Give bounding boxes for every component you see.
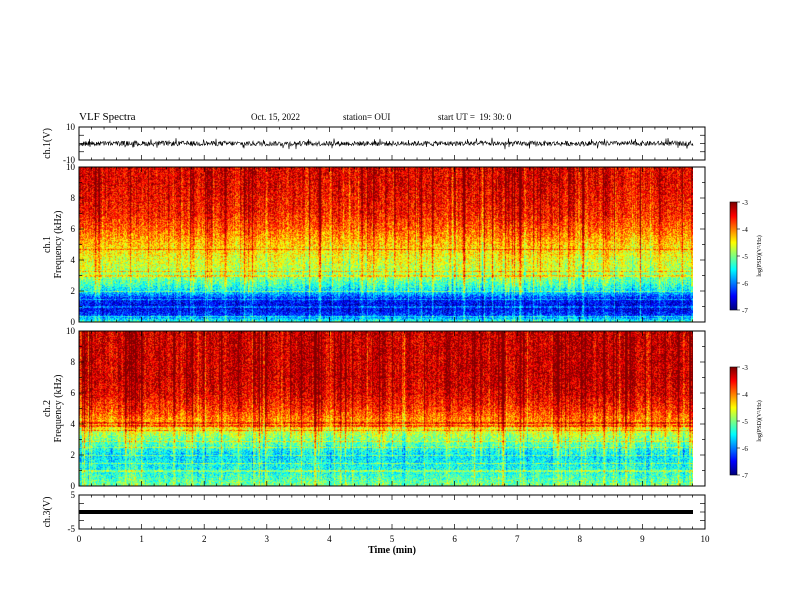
ch1-spectrogram-ytick-label: 8 xyxy=(71,193,76,203)
ch3-waveform-ylabel: ch.3(V) xyxy=(42,497,53,528)
x-tick-label: 10 xyxy=(701,534,711,544)
x-tick-label: 2 xyxy=(202,534,207,544)
date-label: Oct. 15, 2022 xyxy=(251,112,300,122)
ch1-waveform-ytick-label: 10 xyxy=(66,122,76,132)
ch1-waveform-ytick-label: -10 xyxy=(63,155,75,165)
ch1-colorbar xyxy=(730,202,737,310)
ch2-spectrogram-ytick-label: 0 xyxy=(71,481,76,491)
ch3-waveform-ytick-label: 5 xyxy=(71,490,76,500)
ch2-colorbar-label: log(PSD)(V²/Hz) xyxy=(756,400,763,441)
ch1-colorbar-tick-label: -4 xyxy=(742,226,748,234)
ch1-spectrogram-ylabel-channel: ch.1 xyxy=(42,236,53,253)
x-tick-label: 8 xyxy=(578,534,583,544)
x-tick-label: 5 xyxy=(390,534,395,544)
ch1-spectrogram-ytick-label: 0 xyxy=(71,317,76,327)
x-tick-label: 4 xyxy=(327,534,332,544)
ch1-spectrogram-ytick-label: 6 xyxy=(71,224,76,234)
ch1-spectrogram-ytick-label: 4 xyxy=(71,255,76,265)
ch2-colorbar-tick-label: -5 xyxy=(742,418,748,426)
ch1-colorbar-tick-label: -3 xyxy=(742,199,748,207)
x-tick-label: 9 xyxy=(640,534,645,544)
x-axis-label: Time (min) xyxy=(368,545,416,556)
ch2-spectrogram-ytick-label: 2 xyxy=(71,450,76,460)
x-tick-label: 3 xyxy=(265,534,270,544)
x-tick-label: 0 xyxy=(77,534,82,544)
ch1-colorbar-tick-label: -7 xyxy=(742,307,748,315)
chart-title: VLF Spectra xyxy=(79,111,136,123)
ch2-spectrogram-ytick-label: 4 xyxy=(71,419,76,429)
ch1-spectrogram-ytick-label: 10 xyxy=(66,162,76,172)
x-tick-label: 7 xyxy=(515,534,520,544)
ch2-spectrogram-heatmap xyxy=(79,331,693,486)
ch2-colorbar xyxy=(730,367,737,475)
ch1-colorbar-tick-label: -5 xyxy=(742,253,748,261)
x-tick-label: 6 xyxy=(452,534,457,544)
ch2-colorbar-tick-label: -3 xyxy=(742,364,748,372)
ch2-spectrogram-ytick-label: 10 xyxy=(66,326,76,336)
ch2-colorbar-tick-label: -4 xyxy=(742,391,748,399)
ch2-spectrogram-ytick-label: 8 xyxy=(71,357,76,367)
ch2-colorbar-tick-label: -6 xyxy=(742,445,748,453)
ch1-spectrogram-ytick-label: 2 xyxy=(71,286,76,296)
ch1-spectrogram-heatmap xyxy=(79,167,693,322)
ch1-spectrogram-ylabel-unit: Frequency (kHz) xyxy=(53,210,64,278)
x-tick-label: 1 xyxy=(139,534,144,544)
station-label: station= OUI xyxy=(343,112,391,122)
ch1-waveform-line xyxy=(78,137,694,150)
ch1-colorbar-label: log(PSD)(V²/Hz) xyxy=(756,235,763,276)
ch2-spectrogram-ylabel-channel: ch.2 xyxy=(42,400,53,417)
ch2-colorbar-tick-label: -7 xyxy=(742,472,748,480)
ch1-waveform-ylabel: ch.1(V) xyxy=(42,128,53,159)
start-time-label: start UT = 19: 30: 0 xyxy=(438,112,512,122)
ch1-colorbar-tick-label: -6 xyxy=(742,280,748,288)
ch3-waveform-ytick-label: -5 xyxy=(68,524,76,534)
ch2-spectrogram-ytick-label: 6 xyxy=(71,388,76,398)
ch2-spectrogram-ylabel-unit: Frequency (kHz) xyxy=(53,374,64,442)
